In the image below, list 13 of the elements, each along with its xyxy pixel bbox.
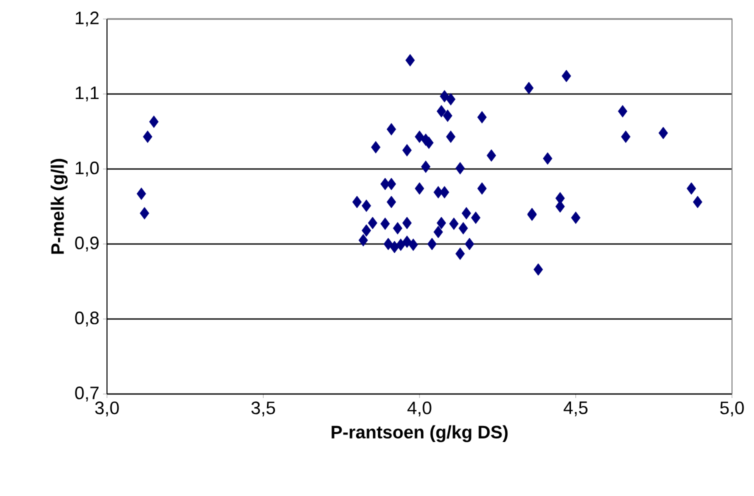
y-axis-title: P-melk (g/l)	[50, 158, 68, 254]
x-tick-label: 3,5	[251, 402, 276, 416]
x-axis-title: P-rantsoen (g/kg DS)	[332, 425, 508, 442]
x-tick-label: 4,0	[407, 402, 432, 416]
x-tick-label: 3,0	[95, 402, 119, 416]
y-tick-label: 0,7	[75, 386, 99, 402]
y-tick-label: 0,8	[75, 312, 99, 326]
y-tick-label: 1,1	[76, 86, 99, 102]
x-tick-label: 4,5	[564, 402, 588, 416]
y-tick-label: 1,0	[76, 162, 99, 176]
y-tick-label: 0,9	[75, 236, 99, 252]
x-tick-label: 5,0	[720, 402, 744, 416]
y-tick-label: 1,2	[76, 12, 99, 26]
